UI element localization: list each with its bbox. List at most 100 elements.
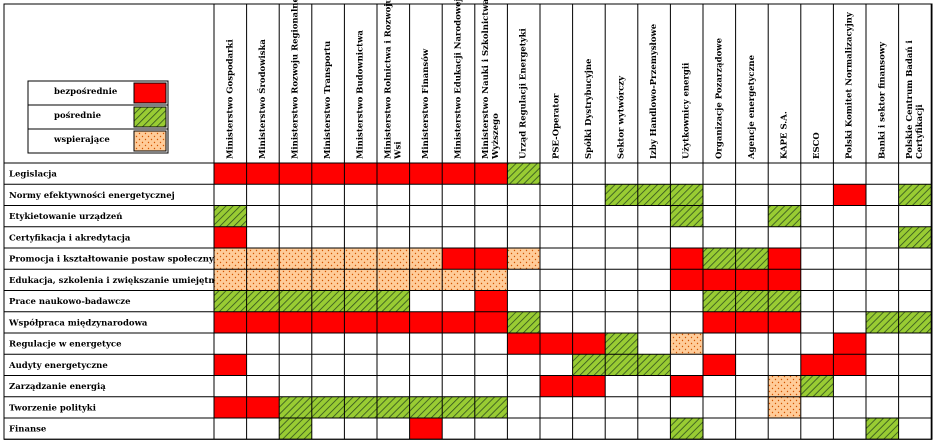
matrix-cell — [409, 248, 443, 270]
matrix-cell — [670, 184, 703, 206]
matrix-cell — [214, 290, 247, 312]
matrix-cell — [507, 248, 540, 270]
legend-swatch — [133, 82, 167, 104]
matrix-cell — [833, 333, 866, 355]
matrix-cell — [703, 311, 736, 333]
matrix-cell — [670, 248, 703, 270]
matrix-cell — [768, 290, 801, 312]
matrix-cell — [703, 290, 736, 312]
row-label: Promocja i kształtowanie postaw społeczn… — [9, 255, 225, 265]
matrix-cell — [572, 333, 606, 355]
matrix-cell — [311, 290, 345, 312]
column-header: Ministerstwo Nauki i SzkolnictwaWyższego — [481, 0, 501, 160]
matrix-cell — [800, 375, 834, 397]
column-header: Izby Handlowo-Przemysłowe — [649, 23, 659, 159]
matrix-cell — [214, 163, 247, 185]
matrix-cell — [246, 396, 280, 418]
row-label: Tworzenie polityki — [9, 403, 97, 413]
matrix-cell — [507, 163, 540, 185]
matrix-cell — [703, 248, 736, 270]
matrix-cell — [670, 333, 703, 355]
matrix-cell — [246, 248, 280, 270]
matrix-cell — [214, 311, 247, 333]
matrix-cell — [409, 418, 443, 440]
matrix-cell — [279, 163, 312, 185]
column-header: Ministerstwo Środowiska — [256, 39, 268, 159]
matrix-cell — [768, 248, 801, 270]
matrix-cell — [442, 163, 475, 185]
matrix-cell — [670, 269, 703, 291]
matrix-cell — [377, 163, 410, 185]
matrix-cell — [344, 248, 377, 270]
matrix-cell — [311, 248, 345, 270]
row-label: Normy efektywności energetycznej — [9, 191, 175, 201]
column-headers: Ministerstwo Gospodarki Ministerstwo Środ… — [225, 0, 925, 160]
column-header: PSE-Operator — [551, 93, 561, 159]
matrix-cell — [670, 375, 703, 397]
matrix-cell — [735, 290, 769, 312]
matrix-cell — [507, 333, 540, 355]
matrix-cell — [279, 248, 312, 270]
matrix-cell — [246, 269, 280, 291]
column-header: Ministerstwo Budownictwa — [356, 30, 366, 159]
column-header: Ministerstwo Rolnictwa i RozwojuWsi — [383, 0, 403, 160]
row-label: Współpraca międzynarodowa — [8, 317, 148, 328]
row-label: Legislacja — [9, 170, 57, 180]
legend-label: bezpośrednie — [54, 87, 118, 97]
column-header: Sektor wytwórczy — [616, 75, 627, 159]
matrix-cell — [409, 269, 443, 291]
matrix-cell — [377, 290, 410, 312]
matrix-cell — [344, 290, 377, 312]
matrix-cell — [637, 184, 671, 206]
row-label: Etykietowanie urządzeń — [9, 212, 122, 222]
matrix-cell — [898, 226, 932, 248]
legend: bezpośrednie pośrednie wspierające — [27, 80, 169, 154]
matrix-cell — [377, 248, 410, 270]
matrix-cell — [605, 184, 638, 206]
matrix-cell — [605, 354, 638, 376]
matrix-cell — [474, 163, 508, 185]
column-header: Urząd Regulacji Energetyki — [519, 27, 529, 159]
matrix-cell — [540, 375, 573, 397]
matrix-cell — [474, 248, 508, 270]
matrix-cell — [409, 163, 443, 185]
matrix-cell — [311, 163, 345, 185]
matrix-cell — [768, 269, 801, 291]
matrix-cell — [768, 396, 801, 418]
matrix-cell — [474, 311, 508, 333]
matrix-cell — [605, 333, 638, 355]
matrix-cell — [279, 418, 312, 440]
matrix-cell — [507, 311, 540, 333]
matrix-cell — [344, 311, 377, 333]
matrix-cell — [279, 396, 312, 418]
matrix-cell — [572, 375, 606, 397]
row-label: Certyfikacja i akredytacja — [9, 233, 131, 243]
matrix-cells — [214, 163, 932, 440]
matrix-cell — [540, 333, 573, 355]
matrix-cell — [377, 269, 410, 291]
matrix-cell — [311, 396, 345, 418]
matrix-cell — [246, 163, 280, 185]
column-header: KAPE S.A. — [780, 111, 790, 159]
matrix-cell — [670, 418, 703, 440]
column-header: Polski Komitet Normalizacyjny — [845, 11, 855, 159]
matrix-cell — [474, 290, 508, 312]
row-label: Audyty energetyczne — [8, 361, 108, 371]
matrix-cell — [735, 269, 769, 291]
matrix-cell — [670, 205, 703, 227]
matrix-cell — [768, 311, 801, 333]
column-header: Spółki Dystrybucyjne — [583, 58, 594, 159]
matrix-cell — [866, 418, 899, 440]
matrix-cell — [572, 354, 606, 376]
legend-swatch — [133, 130, 167, 152]
matrix-cell — [246, 311, 280, 333]
matrix-cell — [703, 269, 736, 291]
column-header: Banki i sektor finansowy — [877, 41, 887, 159]
matrix-cell — [214, 354, 247, 376]
matrix-cell — [279, 311, 312, 333]
matrix-cell — [344, 163, 377, 185]
matrix-cell — [344, 269, 377, 291]
matrix-cell — [279, 269, 312, 291]
row-label: Edukacja, szkolenia i zwiększanie umieję… — [9, 276, 234, 286]
matrix-cell — [898, 311, 932, 333]
